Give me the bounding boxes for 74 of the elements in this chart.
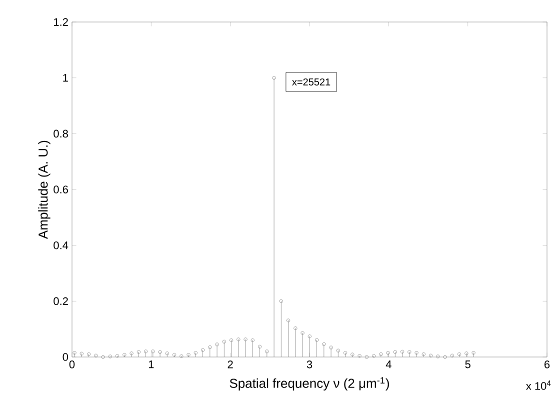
point	[151, 350, 155, 354]
point	[136, 350, 140, 354]
y-tick-label: 0	[62, 353, 68, 361]
point	[279, 299, 283, 303]
point	[186, 352, 190, 357]
point	[144, 350, 148, 354]
point	[393, 350, 397, 354]
point	[215, 342, 219, 346]
x-tick-label: 5	[465, 360, 470, 368]
point	[122, 352, 126, 357]
point	[414, 351, 418, 355]
point	[364, 355, 368, 359]
point	[372, 354, 376, 358]
y-axis-title: Amplitude (A. U.)	[38, 140, 50, 239]
point	[115, 354, 120, 358]
point	[350, 352, 354, 356]
point	[322, 342, 326, 346]
point	[244, 338, 248, 342]
point	[408, 350, 412, 354]
point	[400, 350, 404, 354]
x-axis-title: Spatial frequency ν (2 μm$^{-1}$)	[230, 377, 389, 390]
point	[101, 355, 105, 359]
point	[72, 351, 76, 355]
y-tick-label: 1	[63, 74, 68, 82]
point	[436, 354, 440, 358]
point	[272, 76, 276, 80]
point	[286, 318, 290, 322]
point	[194, 351, 198, 355]
point	[258, 344, 262, 348]
point	[300, 331, 304, 335]
point	[464, 352, 468, 356]
point	[443, 355, 447, 359]
point	[208, 345, 212, 350]
point	[158, 350, 162, 354]
y-tick-label: 0.4	[54, 241, 68, 250]
point	[229, 338, 234, 342]
x-tick-label: 6	[544, 360, 550, 368]
point	[165, 352, 169, 356]
point	[265, 350, 269, 354]
point	[80, 352, 84, 356]
x-tick-label: 1	[148, 360, 154, 368]
x-tick-label: 0	[69, 360, 75, 368]
point	[457, 352, 462, 356]
point	[336, 348, 340, 352]
x-tick-label: 3	[306, 360, 312, 368]
point	[294, 326, 298, 330]
point	[428, 354, 433, 358]
point	[358, 354, 362, 358]
point	[200, 348, 205, 352]
point	[450, 354, 454, 358]
point	[172, 352, 176, 357]
point	[329, 346, 333, 350]
point	[422, 352, 426, 356]
point	[343, 351, 348, 355]
x-tick-label: 4	[386, 360, 392, 368]
x-tick-label: 2	[228, 360, 233, 368]
point	[222, 340, 226, 344]
text: x 10$^{4}$	[526, 380, 551, 390]
point	[86, 352, 91, 356]
point	[379, 352, 383, 356]
point	[108, 354, 112, 358]
annotation: x=25521	[292, 78, 330, 86]
point	[314, 338, 319, 342]
point	[130, 352, 134, 356]
y-tick-label: 0.6	[54, 186, 68, 194]
y-tick-label: 0.8	[54, 130, 68, 138]
point	[308, 334, 312, 338]
point	[236, 338, 240, 342]
y-tick-label: 1.2	[54, 18, 68, 26]
point	[180, 354, 184, 358]
point	[386, 351, 390, 355]
point	[94, 354, 98, 358]
y-tick-label: 0.2	[54, 297, 68, 306]
point	[250, 338, 254, 342]
